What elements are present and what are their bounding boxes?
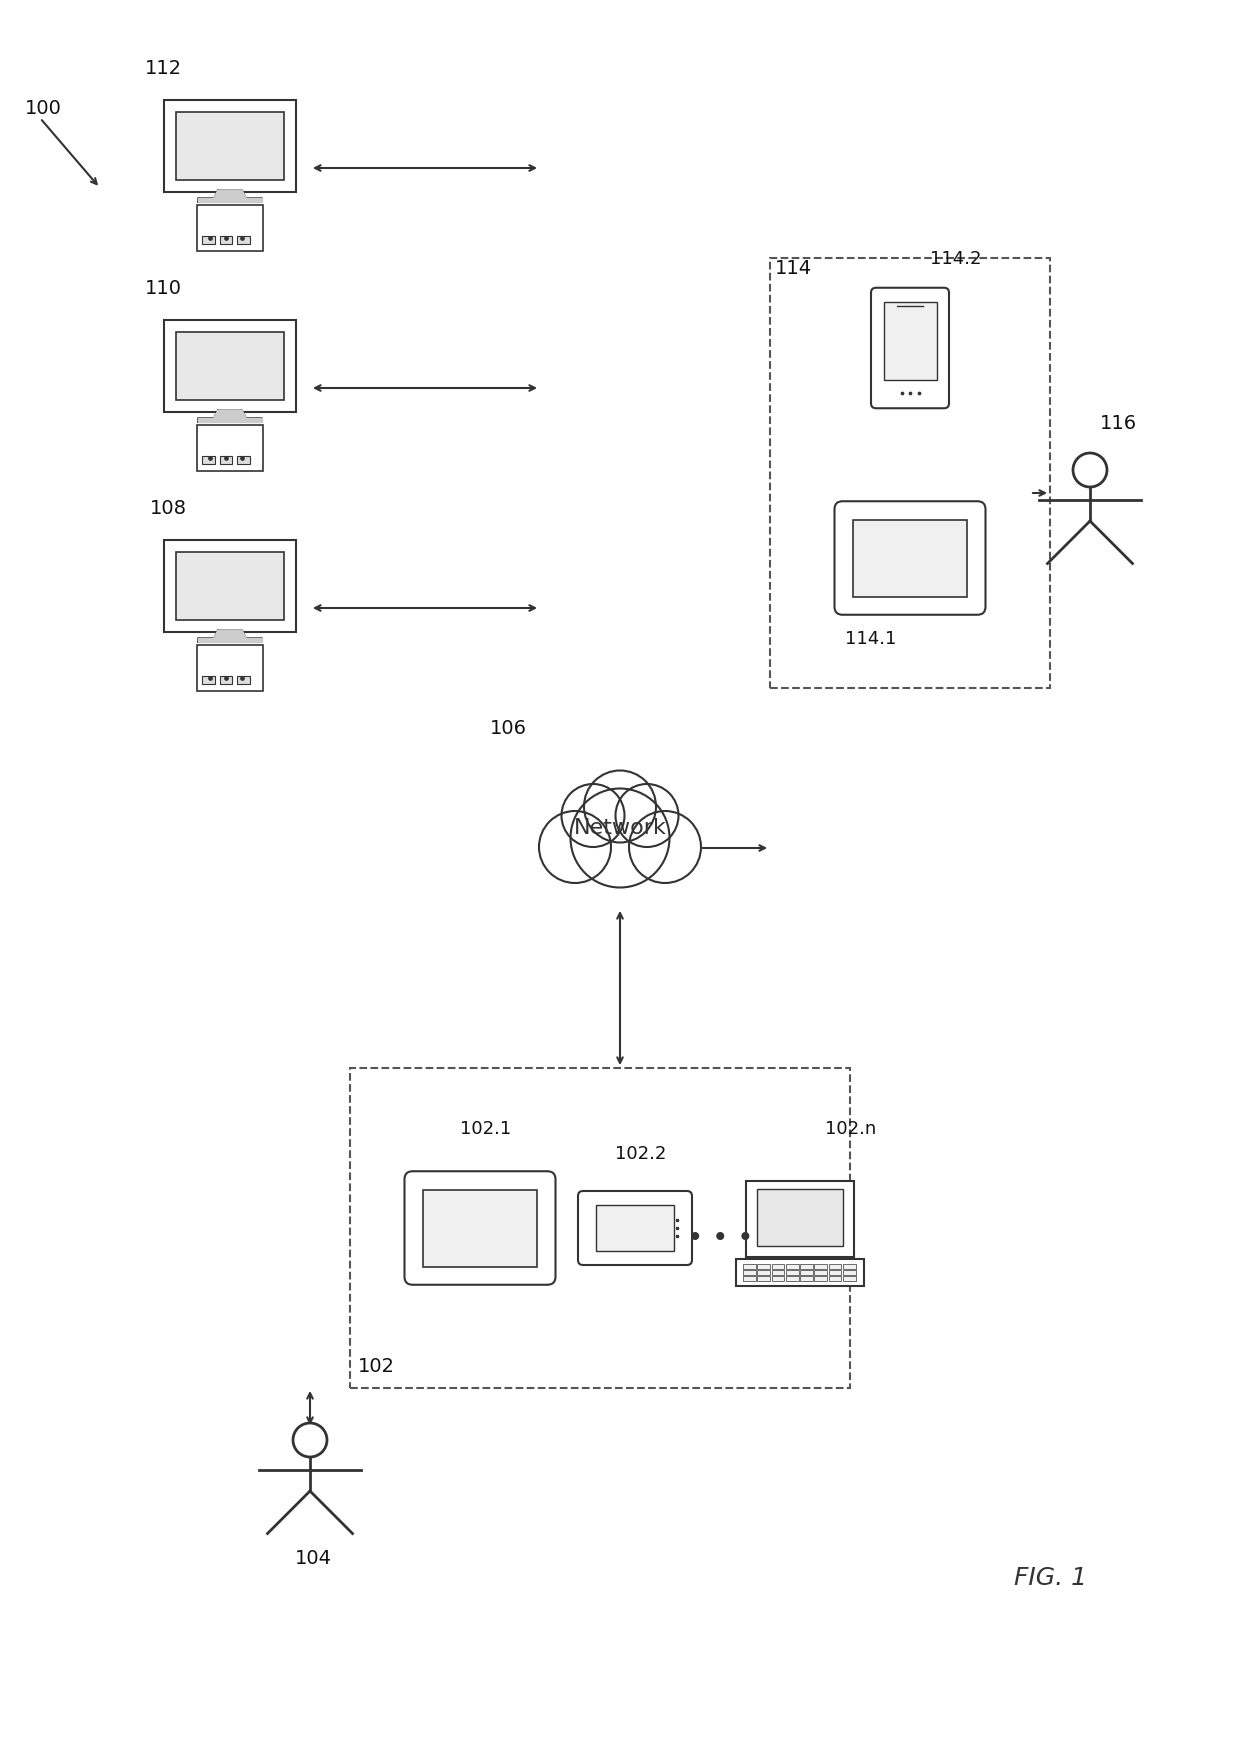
FancyBboxPatch shape bbox=[743, 1270, 755, 1276]
FancyBboxPatch shape bbox=[786, 1270, 799, 1276]
Circle shape bbox=[539, 812, 611, 883]
Text: 104: 104 bbox=[295, 1549, 332, 1568]
Text: 116: 116 bbox=[1100, 414, 1137, 433]
Text: 106: 106 bbox=[490, 720, 527, 739]
Text: 110: 110 bbox=[145, 280, 182, 297]
Polygon shape bbox=[215, 629, 246, 638]
Text: 108: 108 bbox=[150, 499, 187, 518]
Polygon shape bbox=[198, 419, 262, 422]
FancyBboxPatch shape bbox=[237, 455, 250, 464]
FancyBboxPatch shape bbox=[202, 676, 215, 683]
FancyBboxPatch shape bbox=[202, 455, 215, 464]
FancyBboxPatch shape bbox=[758, 1265, 770, 1269]
FancyBboxPatch shape bbox=[219, 236, 232, 243]
Polygon shape bbox=[198, 198, 262, 202]
FancyBboxPatch shape bbox=[596, 1204, 675, 1251]
Polygon shape bbox=[215, 410, 246, 419]
FancyBboxPatch shape bbox=[219, 455, 232, 464]
FancyBboxPatch shape bbox=[743, 1276, 755, 1281]
FancyBboxPatch shape bbox=[202, 236, 215, 243]
Circle shape bbox=[293, 1423, 327, 1456]
FancyBboxPatch shape bbox=[843, 1265, 856, 1269]
Circle shape bbox=[1073, 454, 1107, 487]
Text: • • •: • • • bbox=[687, 1224, 753, 1251]
FancyBboxPatch shape bbox=[176, 332, 284, 400]
FancyBboxPatch shape bbox=[843, 1276, 856, 1281]
FancyBboxPatch shape bbox=[737, 1258, 864, 1286]
Circle shape bbox=[562, 784, 625, 846]
FancyBboxPatch shape bbox=[758, 1276, 770, 1281]
FancyBboxPatch shape bbox=[771, 1276, 784, 1281]
FancyBboxPatch shape bbox=[815, 1265, 827, 1269]
Text: 114: 114 bbox=[775, 259, 812, 278]
FancyBboxPatch shape bbox=[800, 1270, 813, 1276]
Circle shape bbox=[584, 770, 656, 843]
Text: 100: 100 bbox=[25, 99, 62, 118]
Polygon shape bbox=[215, 189, 246, 198]
FancyBboxPatch shape bbox=[176, 111, 284, 181]
Circle shape bbox=[629, 812, 701, 883]
FancyBboxPatch shape bbox=[164, 320, 296, 412]
FancyBboxPatch shape bbox=[404, 1171, 556, 1284]
Text: 102: 102 bbox=[358, 1357, 396, 1376]
FancyBboxPatch shape bbox=[197, 426, 263, 471]
FancyBboxPatch shape bbox=[746, 1182, 854, 1257]
FancyBboxPatch shape bbox=[197, 645, 263, 692]
FancyBboxPatch shape bbox=[828, 1276, 842, 1281]
Text: 114.2: 114.2 bbox=[930, 250, 982, 268]
FancyBboxPatch shape bbox=[835, 501, 986, 615]
FancyBboxPatch shape bbox=[853, 520, 967, 596]
Polygon shape bbox=[198, 638, 262, 641]
FancyBboxPatch shape bbox=[743, 1265, 755, 1269]
FancyBboxPatch shape bbox=[771, 1265, 784, 1269]
FancyBboxPatch shape bbox=[828, 1270, 842, 1276]
FancyBboxPatch shape bbox=[176, 553, 284, 620]
FancyBboxPatch shape bbox=[578, 1191, 692, 1265]
Text: 102.1: 102.1 bbox=[460, 1119, 511, 1138]
Text: FIG. 1: FIG. 1 bbox=[1013, 1566, 1086, 1590]
Text: 112: 112 bbox=[145, 59, 182, 78]
FancyBboxPatch shape bbox=[164, 101, 296, 191]
FancyBboxPatch shape bbox=[756, 1189, 843, 1246]
FancyBboxPatch shape bbox=[870, 289, 949, 408]
FancyBboxPatch shape bbox=[771, 1270, 784, 1276]
FancyBboxPatch shape bbox=[786, 1276, 799, 1281]
FancyBboxPatch shape bbox=[883, 302, 936, 381]
Text: Network: Network bbox=[574, 819, 666, 838]
FancyBboxPatch shape bbox=[197, 205, 263, 250]
Text: 114.1: 114.1 bbox=[844, 629, 897, 648]
FancyBboxPatch shape bbox=[237, 676, 250, 683]
Text: 102.n: 102.n bbox=[825, 1119, 877, 1138]
FancyBboxPatch shape bbox=[786, 1265, 799, 1269]
FancyBboxPatch shape bbox=[800, 1276, 813, 1281]
Circle shape bbox=[570, 789, 670, 888]
FancyBboxPatch shape bbox=[164, 541, 296, 633]
FancyBboxPatch shape bbox=[843, 1270, 856, 1276]
FancyBboxPatch shape bbox=[219, 676, 232, 683]
FancyBboxPatch shape bbox=[828, 1265, 842, 1269]
Circle shape bbox=[615, 784, 678, 846]
FancyBboxPatch shape bbox=[815, 1270, 827, 1276]
FancyBboxPatch shape bbox=[800, 1265, 813, 1269]
Bar bbox=[770, 257, 1050, 688]
FancyBboxPatch shape bbox=[758, 1270, 770, 1276]
FancyBboxPatch shape bbox=[423, 1189, 537, 1267]
Bar bbox=[350, 1067, 849, 1389]
Text: 102.2: 102.2 bbox=[615, 1145, 666, 1163]
FancyBboxPatch shape bbox=[815, 1276, 827, 1281]
FancyBboxPatch shape bbox=[237, 236, 250, 243]
